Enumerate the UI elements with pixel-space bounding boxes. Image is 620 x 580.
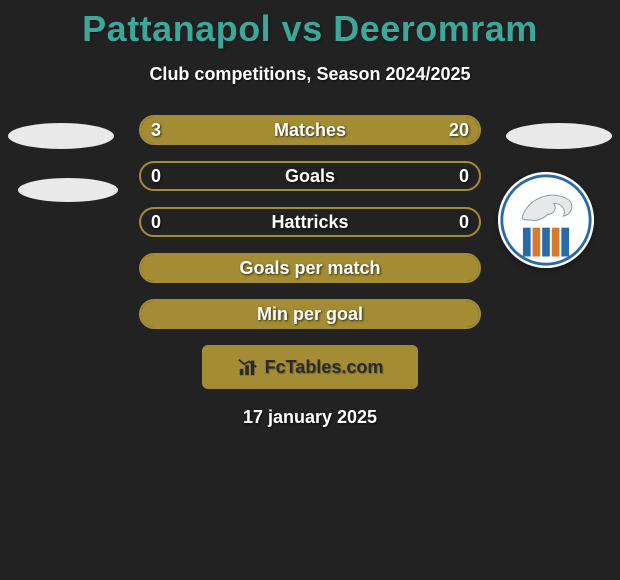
bar-chart-icon [237, 356, 259, 378]
stat-right-value: 0 [459, 212, 469, 233]
stat-label: Goals per match [141, 258, 479, 279]
branding-text: FcTables.com [265, 357, 384, 378]
stat-label: Goals [141, 166, 479, 187]
club-badge [498, 172, 594, 268]
player-photo-placeholder-left-bottom [18, 178, 118, 202]
stats-bars: 3 Matches 20 0 Goals 0 0 Hattricks 0 Goa… [139, 115, 481, 329]
stat-label: Min per goal [141, 304, 479, 325]
stat-right-value: 0 [459, 166, 469, 187]
branding-box: FcTables.com [202, 345, 418, 389]
page-title: Pattanapol vs Deeromram [0, 0, 620, 50]
stat-label: Matches [141, 120, 479, 141]
stat-label: Hattricks [141, 212, 479, 233]
stat-row-goals: 0 Goals 0 [139, 161, 481, 191]
stat-row-min-per-goal: Min per goal [139, 299, 481, 329]
stat-right-value: 20 [449, 120, 469, 141]
page-subtitle: Club competitions, Season 2024/2025 [0, 64, 620, 85]
date-text: 17 january 2025 [0, 407, 620, 428]
stat-row-goals-per-match: Goals per match [139, 253, 481, 283]
player-photo-placeholder-right-top [506, 123, 612, 149]
player-photo-placeholder-left-top [8, 123, 114, 149]
stat-row-hattricks: 0 Hattricks 0 [139, 207, 481, 237]
stat-row-matches: 3 Matches 20 [139, 115, 481, 145]
